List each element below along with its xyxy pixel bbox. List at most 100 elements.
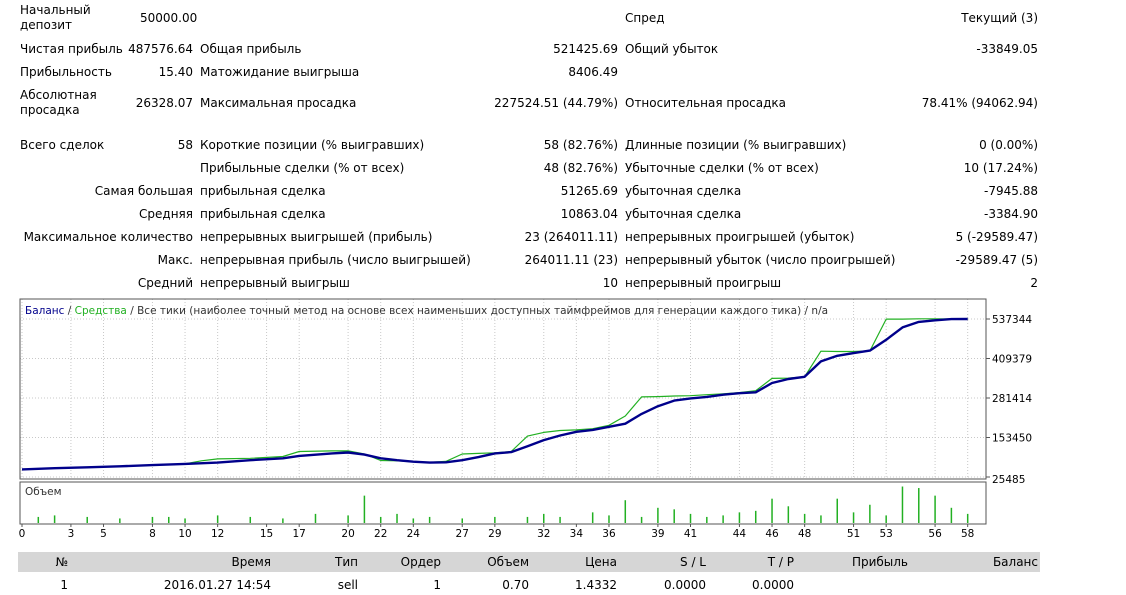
spread-label: Спред: [625, 11, 665, 25]
avg-consec-losses-value: 2: [1030, 276, 1038, 290]
average-profit-value: 10863.04: [560, 207, 618, 221]
x-tick-label: 22: [374, 528, 387, 540]
cell-type: sell: [337, 578, 358, 592]
average-loss-value: -3384.90: [984, 207, 1038, 221]
y-tick-label: 537344: [992, 314, 1032, 326]
long-positions-label: Длинные позиции (% выигравших): [625, 138, 847, 152]
average-label: Средняя: [139, 207, 193, 221]
col-header-time[interactable]: Время: [231, 555, 271, 569]
max-count-label: Максимальное количество: [23, 230, 193, 244]
rel-drawdown-label: Относительная просадка: [625, 96, 787, 110]
volume-plot-frame: [19, 481, 987, 525]
x-tick-label: 44: [733, 528, 747, 540]
y-tick-label: 153450: [992, 432, 1032, 444]
profit-trades-label: Прибыльные сделки (% от всех): [200, 161, 405, 175]
x-tick-label: 46: [765, 528, 779, 540]
abs-drawdown-value: 26328.07: [135, 96, 193, 110]
x-tick-label: 15: [260, 528, 273, 540]
col-header-price[interactable]: Цена: [585, 555, 617, 569]
profit-trades-value: 48 (82.76%): [543, 161, 618, 175]
max-label: Макс.: [157, 253, 193, 267]
y-tick-label: 25485: [992, 474, 1025, 486]
legend-equity: Средства: [75, 305, 127, 317]
max-consec-wins-label: непрерывных выигрышей (прибыль): [200, 230, 433, 244]
cell-tp: 0.0000: [752, 578, 794, 592]
avg-consec-wins-label: непрерывный выигрыш: [200, 276, 350, 290]
x-tick-label: 3: [68, 528, 75, 540]
cell-order: 1: [433, 578, 441, 592]
max-consec-profit-label: непрерывная прибыль (число выигрышей): [200, 253, 471, 267]
max-drawdown-value: 227524.51 (44.79%): [494, 96, 618, 110]
max-drawdown-label: Максимальная просадка: [200, 96, 357, 110]
expected-payoff-value: 8406.49: [568, 65, 618, 79]
max-consec-wins-value: 23 (264011.11): [524, 230, 618, 244]
equity-line: [21, 318, 968, 470]
x-tick-label: 36: [602, 528, 616, 540]
average-loss-label: убыточная сделка: [625, 207, 742, 221]
trades-table-header: № Время Тип Ордер Объем Цена S / L T / P…: [18, 552, 1040, 572]
total-trades-value: 58: [177, 138, 193, 152]
max-consec-loss-value: -29589.47 (5): [955, 253, 1038, 267]
avg-label: Средний: [137, 276, 193, 290]
avg-consec-wins-value: 10: [602, 276, 618, 290]
gross-loss-label: Общий убыток: [625, 42, 719, 56]
cell-number: 1: [60, 578, 68, 592]
x-tick-label: 24: [407, 528, 421, 540]
col-header-balance[interactable]: Баланс: [992, 555, 1038, 569]
chart-grid: [20, 299, 986, 479]
x-tick-label: 29: [488, 528, 501, 540]
chart-series: [21, 317, 968, 471]
legend-model: / Все тики (наиболее точный метод на осн…: [127, 305, 828, 317]
x-tick-label: 58: [961, 528, 974, 540]
loss-trades-label: Убыточные сделки (% от всех): [625, 161, 819, 175]
max-consec-losses-value: 5 (-29589.47): [955, 230, 1038, 244]
x-tick-label: 41: [684, 528, 697, 540]
volume-label: Объем: [25, 486, 62, 498]
max-consec-losses-label: непрерывных проигрышей (убыток): [625, 230, 855, 244]
x-tick-label: 48: [798, 528, 811, 540]
cell-sl: 0.0000: [664, 578, 706, 592]
chart-legend: Баланс / Средства / Все тики (наиболее т…: [25, 305, 828, 317]
avg-consec-losses-label: непрерывный проигрыш: [625, 276, 782, 290]
expected-payoff-label: Матожидание выигрыша: [200, 65, 360, 79]
max-consec-profit-value: 264011.11 (23): [524, 253, 618, 267]
largest-loss-value: -7945.88: [984, 184, 1038, 198]
x-tick-label: 10: [178, 528, 191, 540]
gross-loss-value: -33849.05: [976, 42, 1038, 56]
balance-chart: Баланс / Средства / Все тики (наиболее т…: [19, 298, 1032, 540]
col-header-profit[interactable]: Прибыль: [851, 555, 908, 569]
y-tick-label: 409379: [992, 354, 1032, 366]
col-header-type[interactable]: Тип: [335, 555, 358, 569]
main-plot-frame: [19, 298, 987, 480]
largest-loss-label: убыточная сделка: [625, 184, 742, 198]
x-tick-label: 12: [211, 528, 224, 540]
profit-factor-label: Прибыльность: [20, 65, 112, 79]
col-header-order[interactable]: Ордер: [400, 555, 441, 569]
loss-trades-value: 10 (17.24%): [963, 161, 1038, 175]
col-header-number[interactable]: №: [55, 555, 68, 569]
max-consec-loss-label: непрерывный убыток (число проигрышей): [625, 253, 896, 267]
x-tick-label: 27: [456, 528, 469, 540]
x-tick-label: 0: [19, 528, 26, 540]
x-tick-label: 17: [292, 528, 305, 540]
col-header-tp[interactable]: T / P: [767, 555, 794, 569]
col-header-sl[interactable]: S / L: [680, 555, 706, 569]
legend-balance: Баланс: [25, 305, 65, 317]
x-tick-label: 34: [570, 528, 584, 540]
x-tick-label: 20: [341, 528, 354, 540]
average-profit-label: прибыльная сделка: [200, 207, 326, 221]
spread-value: Текущий (3): [961, 11, 1038, 25]
rel-drawdown-value: 78.41% (94062.94): [921, 96, 1038, 110]
x-tick-label: 39: [651, 528, 664, 540]
short-positions-label: Короткие позиции (% выигравших): [200, 138, 425, 152]
largest-label: Самая большая: [94, 184, 193, 198]
short-positions-value: 58 (82.76%): [543, 138, 618, 152]
balance-line: [21, 317, 968, 471]
initial-deposit-label: Начальный депозит: [20, 3, 91, 32]
profit-factor-value: 15.40: [158, 65, 193, 79]
col-header-volume[interactable]: Объем: [487, 555, 529, 569]
x-axis-ticks: 0 3 5 8 10 12 15 17 20 22 24 27 29 32 34 36 39 41 44 46 48 51…: [19, 524, 974, 540]
x-tick-label: 5: [100, 528, 107, 540]
largest-profit-value: 51265.69: [560, 184, 618, 198]
gross-profit-value: 521425.69: [553, 42, 618, 56]
